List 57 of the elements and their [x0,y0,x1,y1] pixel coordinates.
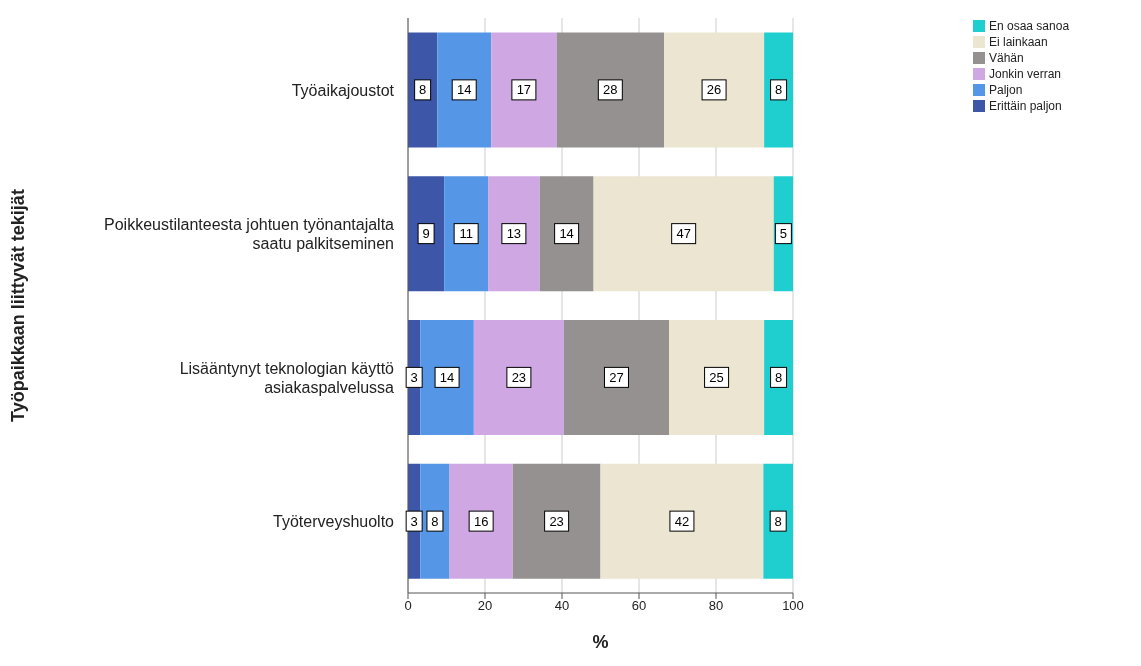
data-label: 8 [419,82,427,98]
data-label: 17 [516,82,532,98]
x-tick-label: 80 [708,598,724,614]
bar [408,176,445,292]
bar [512,463,601,579]
data-label: 8 [431,513,439,529]
data-label: 8 [774,369,783,385]
bar [664,32,765,148]
bar [556,32,665,148]
data-label: 14 [456,82,472,98]
legend-label: Paljon [989,83,1023,97]
bar [449,463,513,579]
bar [593,176,774,292]
data-label: 25 [709,369,724,385]
data-label: 3 [410,513,418,529]
bar [437,32,492,148]
data-label: 14 [439,369,455,385]
data-label: 47 [676,226,691,242]
data-label: 9 [422,226,430,242]
x-tick-label: 0 [404,598,412,614]
data-label: 28 [603,82,618,98]
x-tick-label: 100 [782,598,804,614]
x-axis-title: % [592,632,609,652]
legend-label: Ei lainkaan [989,35,1048,49]
bar [491,32,557,148]
y-tick-label: Lisääntynyt teknologian käyttö asiakaspalvelussa [179,359,395,396]
x-tick-label: 20 [477,598,493,614]
y-axis-title: Työpaikkaan liittyvät tekijät [8,189,29,422]
legend-label: Erittäin paljon [989,99,1062,113]
data-label: 27 [609,369,624,385]
data-label: 23 [511,369,527,385]
bar [488,176,540,292]
y-tick-label: Työterveyshuolto [273,512,395,530]
data-label: 5 [779,226,787,242]
y-tick-label: Poikkeustilanteesta johtuen työnantajalta saatu palkitseminen [104,215,395,252]
x-tick-label: 60 [631,598,647,614]
x-tick-label: 40 [554,598,570,614]
data-label: 26 [706,82,722,98]
bar [539,176,594,292]
data-label: 3 [410,369,418,385]
bar [563,319,670,435]
bar [669,319,765,435]
bar [600,463,764,579]
bar [420,319,474,435]
legend-label: En osaa sanoa [989,19,1070,33]
data-label: 16 [473,513,489,529]
legend-label: Jonkin verran [989,67,1062,81]
data-label: 8 [774,513,782,529]
data-label: 14 [559,226,574,242]
data-label: 13 [506,226,522,242]
data-label: 8 [774,82,783,98]
y-tick-label: Työaikajoustot [291,81,395,99]
data-label: 11 [459,226,473,242]
data-label: 23 [549,513,564,529]
data-label: 42 [674,513,690,529]
bar [473,319,564,435]
legend-label: Vähän [989,51,1024,65]
